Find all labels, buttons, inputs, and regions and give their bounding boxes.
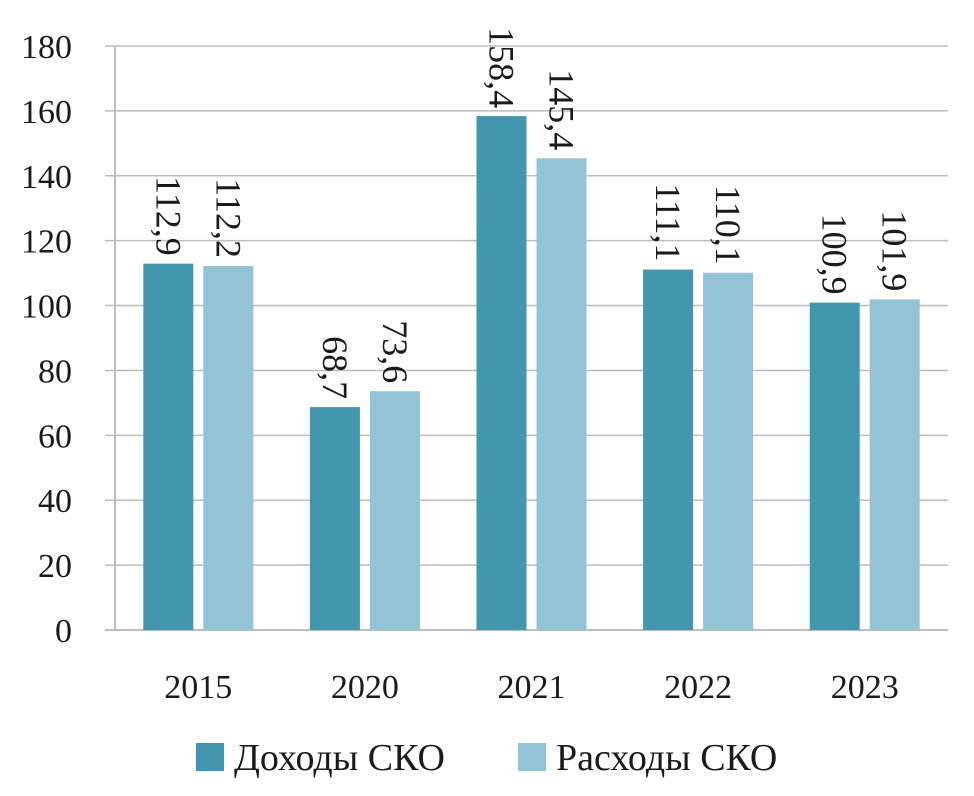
y-tick-label: 120 [21,224,72,261]
y-tick-label: 0 [55,613,72,650]
bar-income-2023 [809,302,860,630]
bar-expense-2023 [869,299,920,630]
x-tick-label: 2021 [498,669,566,706]
y-tick-label: 140 [21,159,72,196]
x-tick-label: 2020 [331,669,399,706]
data-labels: 112,9 112,2 68,7 73,6 158,4 145,4 111,1 110,1 10… [148,27,914,399]
data-label: 100,9 [815,214,855,295]
bar-expense-2015 [203,265,254,630]
y-axis-ticks: 0 20 40 60 80 100 120 140 160 180 [21,29,72,650]
bar-expense-2022 [703,272,754,630]
data-label: 158,4 [482,27,522,108]
bar-expense-2021 [536,158,587,630]
x-tick-label: 2015 [164,669,232,706]
legend-swatch-expense [518,743,546,771]
data-label: 145,4 [542,69,582,150]
data-label: 68,7 [315,336,355,399]
data-label: 111,1 [648,183,688,261]
legend-label-income: Доходы СКО [234,737,445,779]
bar-income-2022 [643,269,694,630]
x-tick-label: 2023 [831,669,899,706]
data-label: 112,2 [208,178,248,258]
x-tick-label: 2022 [664,669,732,706]
bars [143,116,920,630]
bar-expense-2020 [369,391,420,630]
bar-income-2015 [143,263,194,630]
data-label: 110,1 [708,185,748,265]
legend: Доходы СКО Расходы СКО [196,737,777,779]
bar-income-2020 [309,407,360,630]
bar-income-2021 [476,116,527,630]
y-tick-label: 180 [21,29,72,66]
data-label: 101,9 [875,210,915,291]
y-tick-label: 20 [38,548,72,585]
y-tick-label: 100 [21,289,72,326]
data-label: 112,9 [148,176,188,256]
y-tick-label: 40 [38,483,72,520]
legend-swatch-income [196,743,224,771]
y-tick-label: 80 [38,353,72,390]
legend-label-expense: Расходы СКО [556,737,777,779]
x-axis-ticks: 2015 2020 2021 2022 2023 [164,669,898,706]
data-label: 73,6 [375,320,415,383]
y-tick-label: 160 [21,94,72,131]
y-tick-label: 60 [38,418,72,455]
